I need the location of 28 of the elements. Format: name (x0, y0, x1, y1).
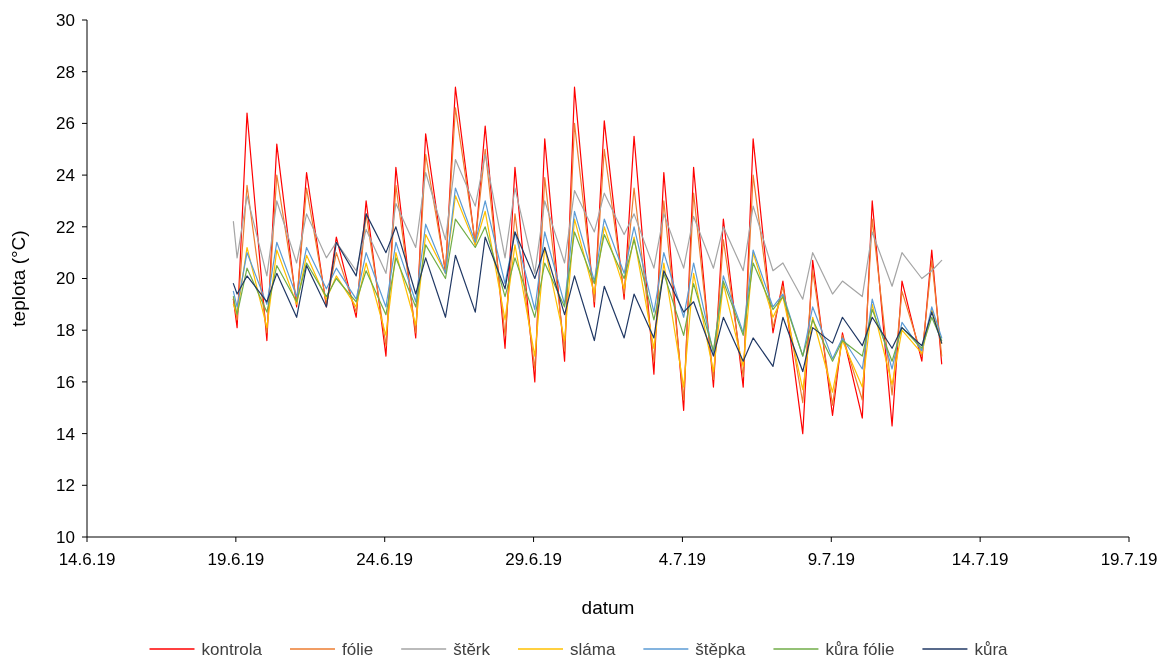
legend-label: kontrola (201, 640, 263, 659)
x-tick-label: 14.6.19 (58, 550, 116, 569)
legend-label: sláma (570, 640, 616, 659)
x-tick-label: 24.6.19 (356, 550, 414, 569)
x-tick-label: 9.7.19 (807, 550, 855, 569)
y-tick-label: 16 (56, 372, 75, 392)
legend-label: fólie (341, 640, 374, 659)
y-tick-label: 10 (56, 527, 75, 547)
y-tick-label: 12 (56, 476, 75, 496)
y-tick-label: 18 (56, 321, 75, 341)
y-tick-label: 30 (56, 10, 75, 30)
y-tick-label: 14 (56, 424, 75, 444)
x-tick-label: 29.6.19 (505, 550, 562, 569)
y-axis-title: teplota (°C) (8, 230, 29, 327)
legend-label: kůra fólie (825, 640, 895, 659)
x-axis-title: datum (581, 597, 635, 618)
legend-label: štěrk (453, 640, 491, 659)
x-tick-label: 19.7.19 (1100, 550, 1157, 569)
y-tick-label: 24 (56, 166, 75, 186)
x-tick-label: 19.6.19 (207, 550, 265, 569)
x-tick-label: 14.7.19 (951, 550, 1009, 569)
legend-label: kůra (974, 640, 1009, 659)
y-tick-label: 20 (56, 269, 75, 289)
legend-label: štěpka (695, 640, 746, 659)
y-tick-label: 22 (56, 217, 75, 237)
y-tick-label: 26 (56, 114, 75, 134)
x-tick-label: 4.7.19 (658, 550, 707, 569)
y-tick-label: 28 (56, 62, 75, 82)
